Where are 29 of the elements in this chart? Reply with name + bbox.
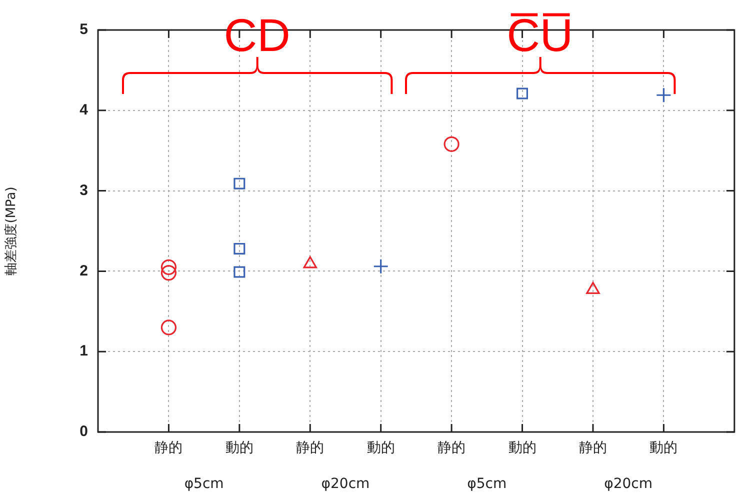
text: φ20cm [604, 476, 653, 492]
point [234, 242, 246, 254]
point [234, 266, 246, 278]
x-tick-label: 動的 [650, 440, 678, 456]
point [444, 136, 460, 152]
y-axis-title: 軸差強度(MPa) [3, 186, 20, 276]
text: φ5cm [467, 476, 507, 492]
text: φ5cm [184, 476, 224, 492]
x-tick-label: 静的 [296, 440, 324, 456]
point [160, 259, 177, 275]
point [160, 265, 177, 281]
x-tick-label: 静的 [438, 440, 466, 456]
point [373, 258, 389, 274]
y-tick-label: 3 [80, 182, 88, 199]
y-tick-label: 2 [80, 262, 88, 280]
x-tick-label: 動的 [366, 440, 395, 456]
point [656, 87, 672, 103]
x-tick-label: 静的 [154, 440, 183, 456]
y-tick-label: 0 [80, 423, 88, 440]
x-tick-label: 動的 [508, 440, 536, 456]
text: φ20cm [321, 476, 370, 492]
point [516, 88, 528, 100]
point [234, 178, 246, 190]
x-tick-label: 動的 [225, 440, 254, 456]
y-tick-label: 1 [80, 342, 88, 360]
y-tick-label: 5 [80, 21, 88, 38]
y-tick-label: 4 [80, 102, 89, 119]
point [160, 320, 177, 336]
x-tick-label: 静的 [578, 440, 607, 456]
